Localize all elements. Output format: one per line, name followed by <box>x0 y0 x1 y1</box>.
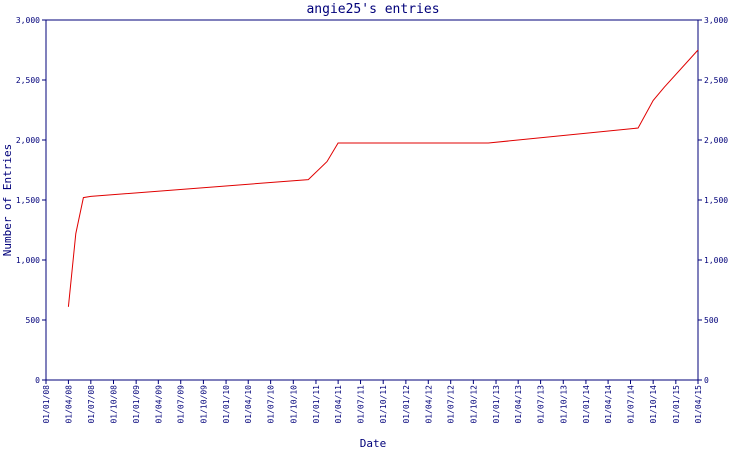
x-tick-label: 01/01/13 <box>492 385 501 424</box>
y-tick-label-right: 2,000 <box>704 136 728 145</box>
y-axis-left: 0 500 1,000 1,500 2,000 2,500 3,000 <box>16 16 46 385</box>
x-tick-label: 01/04/11 <box>334 385 343 424</box>
y-axis-right: 0 500 1,000 1,500 2,000 2,500 3,000 <box>698 16 728 385</box>
y-tick-label-right: 1,500 <box>704 196 728 205</box>
x-tick-label: 01/04/10 <box>244 385 253 424</box>
x-tick-label: 01/10/10 <box>289 385 298 424</box>
x-tick-label: 01/04/09 <box>154 385 163 424</box>
plot-frame <box>45 19 699 381</box>
y-tick-label-right: 0 <box>704 376 709 385</box>
x-tick-label: 01/04/13 <box>514 385 523 424</box>
y-tick-label-left: 1,000 <box>16 256 40 265</box>
x-tick-label: 01/10/08 <box>109 385 118 424</box>
y-tick-label-left: 500 <box>26 316 41 325</box>
series-group <box>67 49 699 307</box>
y-tick-label-left: 3,000 <box>16 16 40 25</box>
x-tick-label: 01/07/14 <box>627 385 636 424</box>
x-tick-label: 01/07/08 <box>87 385 96 424</box>
x-tick-label: 01/01/09 <box>132 385 141 424</box>
y-axis-label: Number of Entries <box>1 144 14 257</box>
chart-title: angie25's entries <box>306 2 439 17</box>
y-tick-label-left: 2,000 <box>16 136 40 145</box>
x-tick-label: 01/01/15 <box>672 385 681 424</box>
x-tick-label: 01/10/09 <box>199 385 208 424</box>
y-tick-label-left: 0 <box>35 376 40 385</box>
x-axis-label: Date <box>360 437 387 450</box>
x-tick-label: 01/04/12 <box>424 385 433 424</box>
x-tick-label: 01/01/08 <box>42 385 51 424</box>
y-tick-label-right: 3,000 <box>704 16 728 25</box>
x-tick-label: 01/01/11 <box>312 385 321 424</box>
x-tick-label: 01/07/13 <box>537 385 546 424</box>
y-tick-label-left: 1,500 <box>16 196 40 205</box>
x-tick-label: 01/10/14 <box>649 385 658 424</box>
y-tick-label-left: 2,500 <box>16 76 40 85</box>
x-tick-label: 01/07/09 <box>177 385 186 424</box>
x-tick-label: 01/04/08 <box>64 385 73 424</box>
x-tick-label: 01/04/14 <box>604 385 613 424</box>
x-axis: 01/01/08 01/04/08 01/07/08 01/10/08 01/01/09… <box>42 380 703 424</box>
series-line <box>67 49 699 307</box>
x-tick-label: 01/07/12 <box>447 385 456 424</box>
x-tick-label: 01/07/10 <box>267 385 276 424</box>
y-tick-label-right: 1,000 <box>704 256 728 265</box>
x-tick-label: 01/10/13 <box>559 385 568 424</box>
x-tick-label: 01/01/14 <box>582 385 591 424</box>
x-tick-label: 01/01/10 <box>222 385 231 424</box>
y-tick-label-right: 500 <box>704 316 719 325</box>
x-tick-label: 01/04/15 <box>694 385 703 424</box>
y-tick-label-right: 2,500 <box>704 76 728 85</box>
x-tick-label: 01/10/12 <box>469 385 478 424</box>
x-tick-label: 01/01/12 <box>402 385 411 424</box>
x-tick-label: 01/07/11 <box>357 385 366 424</box>
x-tick-label: 01/10/11 <box>379 385 388 424</box>
